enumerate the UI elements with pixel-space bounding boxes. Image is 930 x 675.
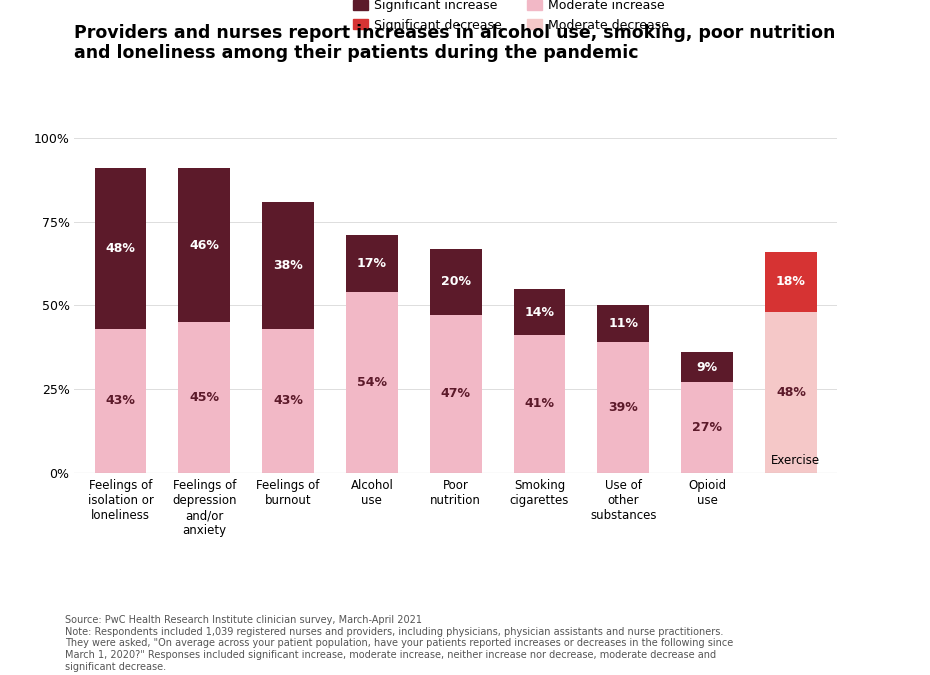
Bar <box>513 335 565 472</box>
Bar <box>430 248 482 315</box>
Text: 27%: 27% <box>692 421 722 434</box>
Bar <box>765 312 817 472</box>
Text: 14%: 14% <box>525 306 554 319</box>
Bar <box>95 168 146 329</box>
Text: Providers and nurses report increases in alcohol use, smoking, poor nutrition
an: Providers and nurses report increases in… <box>74 24 836 62</box>
Bar <box>262 329 314 472</box>
Text: 17%: 17% <box>357 257 387 270</box>
Text: 43%: 43% <box>105 394 136 407</box>
Legend: Significant increase, Significant decrease, Moderate increase, Moderate decrease: Significant increase, Significant decrea… <box>348 0 674 36</box>
Bar <box>597 305 649 342</box>
Text: 38%: 38% <box>273 259 303 272</box>
Bar <box>513 289 565 335</box>
Bar <box>346 292 398 472</box>
Bar <box>681 382 733 472</box>
Bar <box>179 168 231 322</box>
Bar <box>681 352 733 382</box>
Bar <box>430 315 482 472</box>
Text: Exercise: Exercise <box>771 454 819 468</box>
Text: 11%: 11% <box>608 317 638 330</box>
Bar <box>597 342 649 472</box>
Bar <box>765 252 817 312</box>
Text: Source: PwC Health Research Institute clinician survey, March-April 2021
Note: R: Source: PwC Health Research Institute cl… <box>65 615 734 672</box>
Text: 20%: 20% <box>441 275 471 288</box>
Bar <box>179 322 231 472</box>
Text: 45%: 45% <box>190 391 219 404</box>
Bar <box>95 329 146 472</box>
Bar <box>262 202 314 329</box>
Text: 41%: 41% <box>525 398 554 410</box>
Text: 43%: 43% <box>273 394 303 407</box>
Bar <box>346 235 398 292</box>
Text: 54%: 54% <box>357 376 387 389</box>
Text: 48%: 48% <box>776 386 806 399</box>
Text: 9%: 9% <box>697 360 718 374</box>
Text: 47%: 47% <box>441 387 471 400</box>
Text: 46%: 46% <box>190 239 219 252</box>
Text: 18%: 18% <box>776 275 806 288</box>
Text: 48%: 48% <box>105 242 136 255</box>
Text: 39%: 39% <box>608 401 638 414</box>
